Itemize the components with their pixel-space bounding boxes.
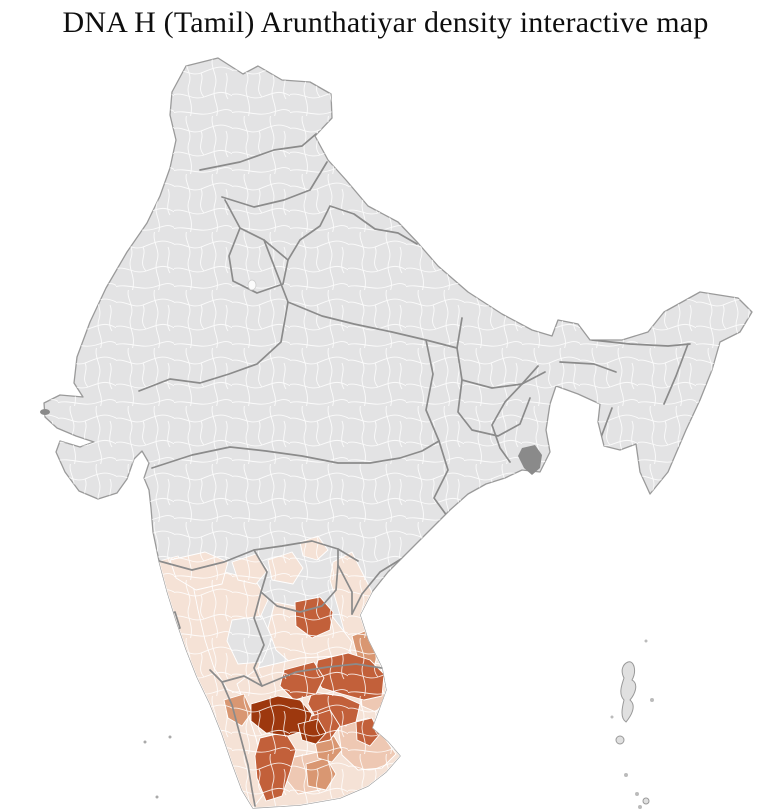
region-rest-of-india[interactable] [43,57,753,809]
excluded-district[interactable] [247,279,257,291]
little-andaman[interactable] [615,735,625,745]
great-nicobar[interactable] [642,797,650,805]
islet [650,698,654,702]
map-features [40,279,542,475]
islet [143,740,147,744]
choropleth-layer [158,535,401,808]
islet [624,773,628,777]
kutch-islet [40,409,50,415]
andaman-nicobar-islands[interactable] [610,639,655,810]
islet [610,715,614,719]
islet [155,795,159,799]
islet [644,639,648,643]
islet [168,735,172,739]
andaman-main-island[interactable] [620,661,637,723]
islet [635,792,639,796]
page-title: DNA H (Tamil) Arunthatiyar density inter… [62,6,709,39]
lakshadweep-islands[interactable] [143,735,172,799]
islet [638,805,642,809]
marked-dark-area[interactable] [518,445,542,475]
